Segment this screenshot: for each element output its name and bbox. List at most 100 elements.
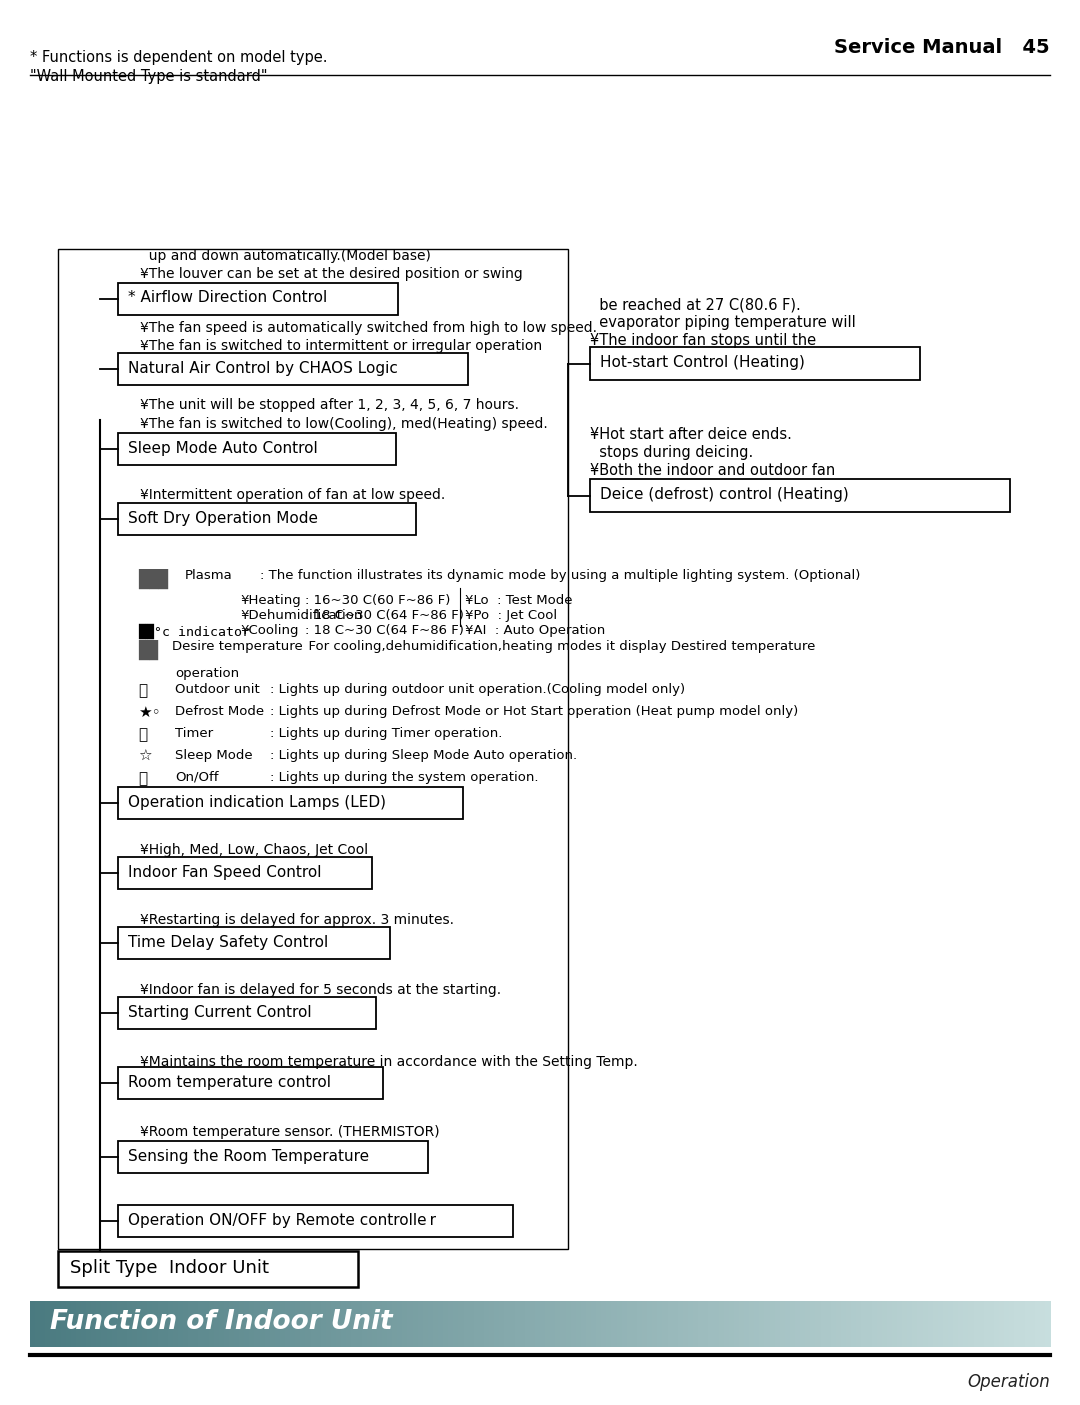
Bar	[846, 1301, 852, 1347]
Bar	[729, 1301, 734, 1347]
Bar	[183, 1301, 189, 1347]
Bar	[958, 1301, 963, 1347]
Bar	[152, 1301, 158, 1347]
Bar	[922, 1301, 928, 1347]
Bar	[249, 1301, 255, 1347]
Bar	[1040, 1301, 1045, 1347]
Bar	[413, 1301, 418, 1347]
Bar	[698, 1301, 704, 1347]
Bar	[117, 1301, 122, 1347]
Bar	[917, 1301, 923, 1347]
Bar	[831, 1301, 836, 1347]
Text: : Lights up during outdoor unit operation.(Cooling model only): : Lights up during outdoor unit operatio…	[270, 683, 685, 695]
Bar	[377, 1301, 382, 1347]
Bar	[806, 1301, 811, 1347]
Bar	[102, 1301, 107, 1347]
Text: ¥Dehumidification: ¥Dehumidification	[240, 608, 363, 622]
Bar	[576, 1301, 581, 1347]
Bar	[66, 1301, 71, 1347]
Bar	[667, 1301, 673, 1347]
Text: be reached at 27 C(80.6 F).: be reached at 27 C(80.6 F).	[590, 296, 800, 312]
Text: For cooling,dehumidification,heating modes it display Destired temperature: For cooling,dehumidification,heating mod…	[300, 641, 815, 653]
Bar	[118, 282, 399, 315]
Bar	[821, 1301, 826, 1347]
Bar	[617, 1301, 622, 1347]
Bar	[132, 1301, 137, 1347]
Bar	[285, 1301, 291, 1347]
Bar	[540, 1301, 545, 1347]
Bar	[428, 1301, 433, 1347]
Bar	[315, 1301, 321, 1347]
Bar	[280, 1301, 285, 1347]
Text: ¥Maintains the room temperature in accordance with the Setting Temp.: ¥Maintains the room temperature in accor…	[140, 1055, 638, 1069]
Bar	[963, 1301, 969, 1347]
Bar	[836, 1301, 841, 1347]
Text: ███: ███	[138, 569, 168, 589]
Text: stops during deicing.: stops during deicing.	[590, 445, 753, 459]
Bar	[463, 1301, 469, 1347]
Bar	[504, 1301, 510, 1347]
Text: ¥Restarting is delayed for approx. 3 minutes.: ¥Restarting is delayed for approx. 3 min…	[140, 913, 454, 927]
Text: ¥Po  : Jet Cool: ¥Po : Jet Cool	[465, 608, 557, 622]
Text: : Lights up during Timer operation.: : Lights up during Timer operation.	[270, 726, 502, 740]
Bar	[234, 1301, 240, 1347]
Text: ¥The unit will be stopped after 1, 2, 3, 4, 5, 6, 7 hours.: ¥The unit will be stopped after 1, 2, 3,…	[140, 398, 519, 412]
Bar	[937, 1301, 944, 1347]
Text: ¥Heating: ¥Heating	[240, 594, 300, 607]
Text: Room temperature control: Room temperature control	[129, 1075, 330, 1089]
Bar	[382, 1301, 388, 1347]
Bar	[984, 1301, 989, 1347]
Bar	[458, 1301, 464, 1347]
Bar	[321, 1301, 326, 1347]
Text: : 18 C~30 C(64 F~86 F): : 18 C~30 C(64 F~86 F)	[305, 608, 464, 622]
Bar	[356, 1301, 362, 1347]
Bar	[118, 1066, 383, 1099]
Bar	[1009, 1301, 1015, 1347]
Bar	[606, 1301, 612, 1347]
Bar	[270, 1301, 275, 1347]
Bar	[330, 1301, 337, 1347]
Bar	[795, 1301, 800, 1347]
Text: : The function illustrates its dynamic mode by using a multiple lighting system.: : The function illustrates its dynamic m…	[260, 569, 861, 582]
Text: Outdoor unit: Outdoor unit	[175, 683, 260, 695]
Bar	[178, 1301, 184, 1347]
Bar	[118, 998, 376, 1028]
Text: ¥The fan speed is automatically switched from high to low speed.: ¥The fan speed is automatically switched…	[140, 320, 597, 334]
Bar	[510, 1301, 515, 1347]
Bar	[1025, 1301, 1030, 1347]
Bar	[1035, 1301, 1040, 1347]
Text: ★◦: ★◦	[138, 705, 161, 719]
Bar	[688, 1301, 693, 1347]
Bar	[585, 1301, 592, 1347]
Text: Split Type  Indoor Unit: Split Type Indoor Unit	[70, 1259, 269, 1277]
Bar	[478, 1301, 485, 1347]
Text: Sleep Mode Auto Control: Sleep Mode Auto Control	[129, 441, 318, 455]
Bar	[81, 1301, 86, 1347]
Bar	[137, 1301, 143, 1347]
Bar	[550, 1301, 556, 1347]
Bar	[590, 347, 920, 379]
Bar	[96, 1301, 102, 1347]
Bar	[881, 1301, 888, 1347]
Bar	[632, 1301, 637, 1347]
Text: : Lights up during the system operation.: : Lights up during the system operation.	[270, 771, 539, 784]
Bar	[954, 1301, 959, 1347]
Bar	[652, 1301, 658, 1347]
Bar	[887, 1301, 892, 1347]
Bar	[35, 1301, 41, 1347]
Bar	[948, 1301, 954, 1347]
Bar	[362, 1301, 367, 1347]
Text: ¥The fan is switched to low(Cooling), med(Heating) speed.: ¥The fan is switched to low(Cooling), me…	[140, 417, 548, 431]
Text: Soft Dry Operation Mode: Soft Dry Operation Mode	[129, 510, 318, 525]
Bar	[851, 1301, 856, 1347]
Bar	[71, 1301, 77, 1347]
Text: Starting Current Control: Starting Current Control	[129, 1005, 312, 1020]
Text: ⌛: ⌛	[138, 726, 147, 742]
Bar	[994, 1301, 999, 1347]
Text: : 18 C~30 C(64 F~86 F): : 18 C~30 C(64 F~86 F)	[305, 624, 464, 636]
Bar	[673, 1301, 678, 1347]
Text: Desire temperature: Desire temperature	[172, 641, 302, 653]
Bar	[622, 1301, 627, 1347]
Bar	[872, 1301, 877, 1347]
Bar	[902, 1301, 907, 1347]
